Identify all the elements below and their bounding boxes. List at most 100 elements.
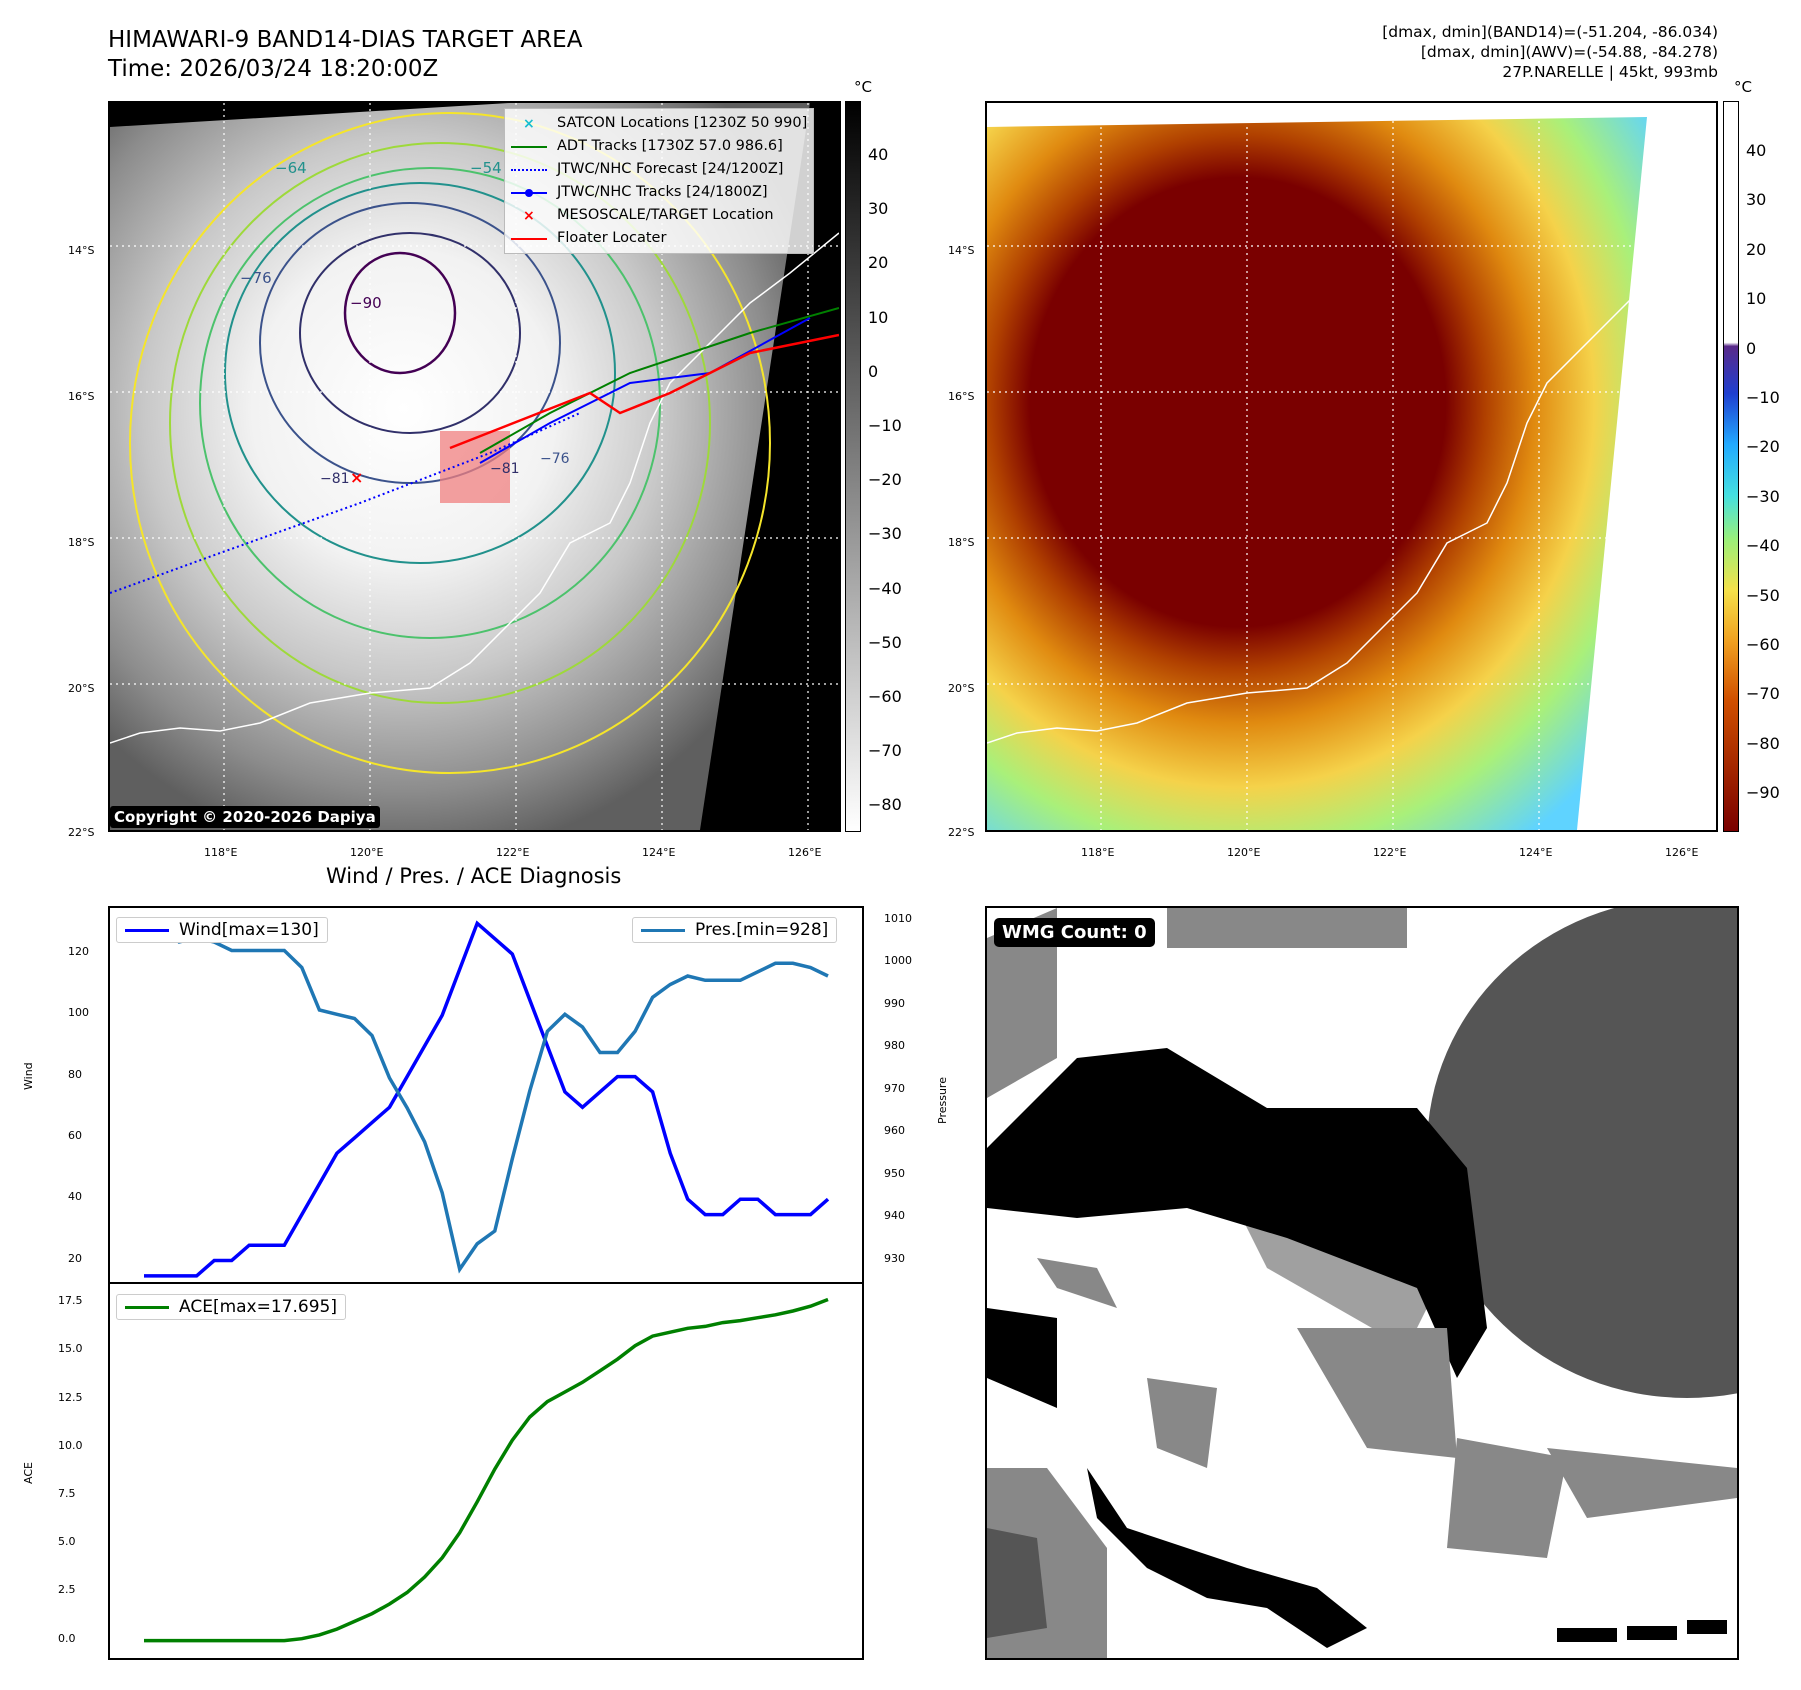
colorbar-unit-right: °C (1734, 78, 1752, 96)
pressure-axis-label: Pressure (936, 1077, 949, 1124)
colorbar-tick-label: −50 (1746, 585, 1780, 605)
coastline (987, 282, 1648, 744)
lat-tick-label: 22°S (68, 826, 95, 839)
ace-tick-label: 12.5 (58, 1390, 83, 1404)
jtwc-forecast-track (110, 412, 581, 594)
lon-tick-label: 126°E (788, 846, 822, 859)
pressure-tick-label: 930 (884, 1251, 905, 1265)
colorbar-tick-label: −10 (1746, 388, 1780, 407)
wind-pressure-panel (108, 906, 864, 1284)
wmg-gray-region (1167, 908, 1407, 948)
pressure-tick-label: 940 (884, 1209, 905, 1223)
ace-tick-label: 0.0 (58, 1631, 76, 1645)
ace-tick-label: 15.0 (58, 1342, 83, 1356)
pressure-tick-label: 980 (884, 1039, 905, 1053)
wmg-gray-region (1297, 1328, 1457, 1458)
contour-teal (224, 182, 616, 564)
pressure-tick-label: 950 (884, 1166, 905, 1180)
colorbar-tick-label: −80 (1746, 733, 1780, 753)
diagnosis-title: Wind / Pres. / ACE Diagnosis (326, 864, 622, 888)
wmg-dark-region (987, 1528, 1047, 1638)
ace-svg (144, 1297, 829, 1643)
lon-tick-label: 124°E (642, 846, 676, 859)
colorbar-tick-label: −70 (1746, 684, 1780, 704)
lat-tick-label: 16°S (68, 390, 95, 403)
lat-tick-label: 14°S (948, 244, 975, 257)
pressure-legend: Pres.[min=928] (632, 917, 838, 943)
pressure-tick-label: 960 (884, 1124, 905, 1138)
band14-map-svg: × −64 −54 −76 −90 −81 −81 −76 (110, 103, 839, 830)
wind-tick-label: 20 (68, 1251, 82, 1265)
colorbar-tick-label: 10 (1746, 289, 1767, 309)
pressure-tick-label: 970 (884, 1081, 905, 1095)
contour-label: −81 (490, 461, 520, 477)
colorbar-tick-label: −30 (1746, 486, 1780, 506)
line-dot-icon (511, 186, 547, 200)
pressure-tick-label: 1010 (884, 911, 912, 925)
legend-item-adt: ADT Tracks [1730Z 57.0 986.6] (511, 135, 807, 158)
adt-track (479, 307, 839, 454)
lat-tick-label: 14°S (68, 244, 95, 257)
ace-legend-line (125, 1305, 169, 1309)
colorbar-tick-label: −60 (1746, 635, 1780, 654)
lat-tick-label: 18°S (68, 536, 95, 549)
ace-tick-label: 2.5 (58, 1583, 76, 1597)
colorbar-tick-label: 40 (1746, 141, 1767, 160)
lon-tick-label: 122°E (1373, 846, 1407, 859)
awv-colorbar (1723, 101, 1739, 832)
contour-label: −90 (350, 294, 382, 312)
mesoscale-target-marker: × (350, 468, 363, 487)
colorbar-tick-label: 30 (1746, 190, 1767, 210)
wmg-gray-region (987, 908, 1057, 1098)
legend-item-forecast: JTWC/NHC Forecast [24/1200Z] (511, 158, 807, 181)
colorbar-tick-label: −50 (868, 632, 902, 652)
legend-item-target: × MESOSCALE/TARGET Location (511, 204, 807, 227)
colorbar-tick-label: −40 (868, 578, 902, 598)
colorbar-unit-left: °C (854, 78, 872, 96)
colorbar-tick-label: 0 (868, 361, 879, 381)
wmg-black-band (987, 1048, 1487, 1378)
lon-tick-label: 118°E (1081, 846, 1115, 859)
contour-label: −54 (470, 159, 502, 177)
contour-dark-blue (299, 232, 521, 434)
lat-tick-label: 16°S (948, 390, 975, 403)
band14-map-panel: × −64 −54 −76 −90 −81 −81 −76 (108, 101, 841, 832)
pressure-series-line (144, 923, 829, 1274)
legend-item-satcon: × SATCON Locations [1230Z 50 990] (511, 112, 807, 135)
jtwc-nhc-track (479, 317, 811, 464)
legend-item-floater: Floater Locater (511, 227, 807, 250)
ace-tick-label: 5.0 (58, 1535, 76, 1549)
line-marker-icon (511, 140, 547, 154)
colorbar-tick-label: −90 (1746, 783, 1780, 803)
contour-yellowgreen (169, 142, 711, 704)
colorbar-tick-label: −40 (1746, 536, 1780, 556)
colorbar-tick-label: −70 (868, 741, 902, 761)
contour-blue (259, 202, 561, 484)
lon-tick-label: 120°E (350, 846, 384, 859)
x-marker-icon: × (523, 207, 535, 224)
contour-label: −76 (540, 451, 570, 467)
colorbar-tick-label: 20 (1746, 239, 1767, 259)
wind-tick-label: 80 (68, 1067, 82, 1081)
lat-tick-label: 18°S (948, 536, 975, 549)
lon-tick-label: 120°E (1227, 846, 1261, 859)
line-marker-icon (511, 232, 547, 246)
awv-map-panel (985, 101, 1718, 832)
ace-tick-label: 10.0 (58, 1438, 83, 1452)
wmg-svg (987, 908, 1737, 1658)
floater-locater-track (449, 333, 839, 450)
awv-map-svg (987, 103, 1716, 830)
pressure-tick-label: 1000 (884, 954, 912, 968)
colorbar-tick-label: −10 (868, 416, 902, 435)
wind-legend: Wind[max=130] (116, 917, 328, 943)
wmg-gray-region (1547, 1448, 1737, 1518)
figure-stats: [dmax, dmin](BAND14)=(-51.204, -86.034)[… (1382, 23, 1718, 81)
wind-pressure-svg (144, 920, 830, 1278)
ace-tick-label: 17.5 (58, 1294, 83, 1308)
wmg-count-badge: WMG Count: 0 (994, 918, 1155, 947)
wmg-panel (985, 906, 1739, 1660)
lon-tick-label: 124°E (1519, 846, 1553, 859)
coastline (110, 232, 839, 744)
colorbar-tick-label: 30 (868, 199, 889, 219)
wmg-black-band (987, 1308, 1057, 1408)
